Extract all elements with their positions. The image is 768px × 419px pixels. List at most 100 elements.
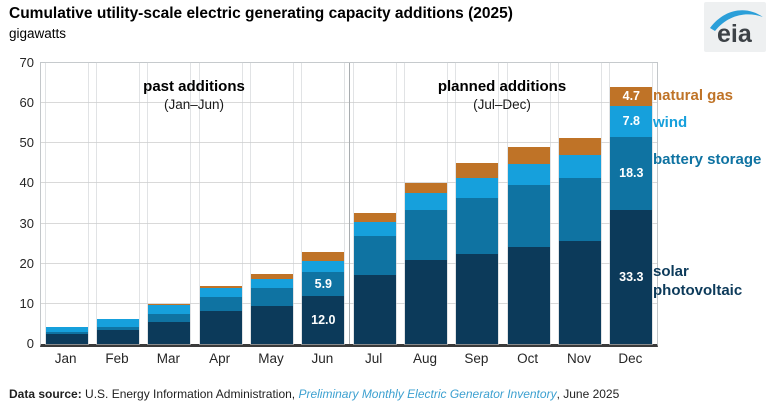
bar-dec-natural-gas: 4.7 (610, 87, 653, 106)
legend-solar-photovoltaic: solar photovoltaic (653, 263, 743, 299)
bar-label-dec-battery-storage: 18.3 (619, 166, 644, 181)
data-source-note: Data source: U.S. Energy Information Adm… (9, 387, 619, 401)
bar-oct-natural-gas (507, 147, 550, 164)
legend-natural-gas: natural gas (653, 87, 734, 104)
bar-oct-solar-photovoltaic (507, 247, 550, 344)
x-tick-sep: Sep (464, 351, 489, 366)
bar-sep-battery-storage (456, 198, 499, 254)
bar-sep-wind (456, 178, 499, 198)
x-tick-aug: Aug (412, 351, 438, 366)
bar-may-solar-photovoltaic (251, 306, 293, 344)
bar-aug-wind (405, 193, 447, 210)
bar-aug (405, 63, 447, 344)
bar-apr-natural-gas (199, 286, 242, 288)
bar-apr-wind (199, 288, 242, 297)
bar-mar-natural-gas (148, 304, 191, 305)
chart-unit-label: gigawatts (9, 26, 67, 41)
eia-logo-swoosh-icon (710, 10, 763, 31)
y-tick-50: 50 (19, 135, 34, 151)
bar-sep-solar-photovoltaic (456, 254, 499, 344)
bar-oct (507, 63, 550, 344)
bar-label-jun-battery-storage: 5.9 (314, 276, 333, 291)
bar-may-wind (251, 279, 293, 288)
y-tick-70: 70 (19, 55, 34, 70)
bar-feb-solar-photovoltaic (97, 330, 139, 344)
bar-aug-natural-gas (405, 183, 447, 193)
bar-may (251, 63, 293, 344)
bar-mar-battery-storage (148, 314, 191, 322)
bar-nov-wind (559, 155, 601, 178)
y-tick-10: 10 (19, 295, 34, 311)
eia-logo: eia (704, 2, 766, 52)
bar-mar (148, 63, 191, 344)
bar-jul (353, 63, 396, 344)
x-tick-jul: Jul (365, 351, 383, 366)
bar-oct-battery-storage (507, 185, 550, 247)
x-tick-jun: Jun (311, 351, 334, 366)
y-tick-20: 20 (19, 255, 34, 271)
x-tick-jan: Jan (54, 351, 77, 366)
bar-nov (559, 63, 601, 344)
bar-jan-battery-storage (45, 332, 88, 334)
bar-nov-natural-gas (559, 138, 601, 155)
bar-jun-battery-storage: 5.9 (302, 272, 345, 296)
bar-aug-battery-storage (405, 210, 447, 260)
bar-sep (456, 63, 499, 344)
eia-logo-graphic: eia (710, 10, 763, 48)
bar-feb-battery-storage (97, 327, 139, 330)
x-tick-nov: Nov (566, 351, 592, 366)
bar-apr (199, 63, 242, 344)
bar-feb-wind (97, 319, 139, 327)
bar-jul-solar-photovoltaic (353, 275, 396, 344)
x-tick-dec: Dec (618, 351, 643, 366)
x-tick-may: May (258, 351, 284, 366)
chart-title: Cumulative utility-scale electric genera… (9, 5, 513, 22)
bar-jun-wind (302, 261, 345, 272)
bar-dec-battery-storage: 18.3 (610, 137, 653, 210)
bar-apr-solar-photovoltaic (199, 311, 242, 344)
bar-label-dec-solar-photovoltaic: 33.3 (619, 269, 644, 284)
x-tick-mar: Mar (156, 351, 180, 366)
bar-jul-wind (353, 222, 396, 236)
eia-logo-text: eia (717, 20, 753, 48)
bar-dec-solar-photovoltaic: 33.3 (610, 210, 653, 344)
x-tick-feb: Feb (105, 351, 129, 366)
bar-aug-solar-photovoltaic (405, 260, 447, 344)
y-tick-30: 30 (19, 215, 34, 231)
bar-jun: 12.0 5.9 (302, 63, 345, 344)
legend-wind: wind (653, 114, 688, 131)
y-tick-0: 0 (26, 336, 34, 351)
past-planned-divider (349, 63, 350, 344)
bar-jul-battery-storage (353, 236, 396, 275)
plot-area: 12.0 5.9 33.3 18.3 7.8 4.7 (40, 62, 658, 347)
bar-may-battery-storage (251, 288, 293, 306)
bar-label-jun-solar-photovoltaic: 12.0 (311, 312, 336, 327)
legend-battery-storage: battery storage (653, 151, 762, 168)
bar-jun-solar-photovoltaic: 12.0 (302, 296, 345, 344)
bar-oct-wind (507, 164, 550, 185)
bar-jul-natural-gas (353, 213, 396, 222)
bar-dec-wind: 7.8 (610, 106, 653, 137)
bar-jan-wind (45, 327, 88, 332)
bar-nov-solar-photovoltaic (559, 241, 601, 344)
data-source-suffix: , June 2025 (556, 387, 620, 401)
bar-may-natural-gas (251, 274, 293, 279)
y-axis-labels: 0 10 20 30 40 50 60 70 (0, 55, 34, 351)
bar-label-dec-natural-gas: 4.7 (622, 89, 641, 104)
bar-label-dec-wind: 7.8 (622, 114, 641, 129)
bar-feb (97, 63, 139, 344)
bar-mar-wind (148, 305, 191, 314)
bar-mar-solar-photovoltaic (148, 322, 191, 344)
bar-dec: 33.3 18.3 7.8 4.7 (610, 63, 653, 344)
bar-sep-natural-gas (456, 163, 499, 178)
data-source-label: Data source: (9, 387, 86, 401)
bar-apr-battery-storage (199, 297, 242, 311)
x-tick-oct: Oct (517, 351, 539, 366)
data-source-text: U.S. Energy Information Administration, (85, 387, 299, 401)
data-source-link[interactable]: Preliminary Monthly Electric Generator I… (298, 387, 557, 401)
y-tick-40: 40 (19, 175, 34, 191)
x-tick-apr: Apr (209, 351, 231, 366)
bar-jun-natural-gas (302, 252, 345, 261)
bar-jan-solar-photovoltaic (45, 334, 88, 344)
